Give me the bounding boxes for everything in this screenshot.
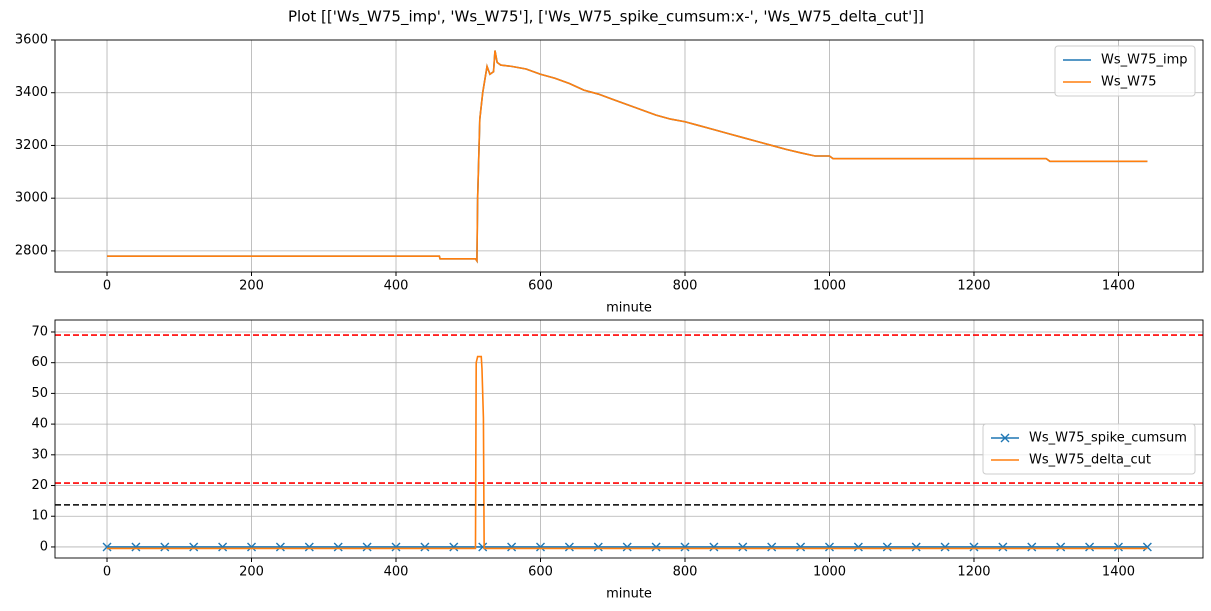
- series-marker: [449, 542, 459, 552]
- series-marker: [824, 542, 834, 552]
- axes-frame: [54, 39, 1204, 273]
- series-marker: [1056, 542, 1066, 552]
- x-axis-label: minute: [606, 587, 652, 602]
- x-tick-label: 1400: [1102, 565, 1135, 580]
- y-tick-label: 20: [31, 478, 48, 493]
- x-tick-label: 600: [528, 279, 553, 294]
- series-marker: [420, 542, 430, 552]
- series-marker: [275, 542, 285, 552]
- x-tick-label: 0: [103, 279, 111, 294]
- x-tick-label: 1200: [957, 279, 990, 294]
- legend-label: Ws_W75_delta_cut: [1029, 453, 1151, 468]
- x-tick-label: 1000: [813, 565, 846, 580]
- x-tick-label: 1400: [1102, 279, 1135, 294]
- series-marker: [478, 542, 488, 552]
- series-marker: [189, 542, 199, 552]
- series-marker: [1142, 542, 1152, 552]
- series-marker: [391, 542, 401, 552]
- series-marker: [796, 542, 806, 552]
- series-marker: [564, 542, 574, 552]
- legend-label: Ws_W75: [1101, 75, 1157, 90]
- y-tick-label: 50: [31, 386, 48, 401]
- x-tick-label: 600: [528, 565, 553, 580]
- series-marker: [536, 542, 545, 552]
- x-tick-label: 400: [384, 279, 409, 294]
- axes-frame: [54, 319, 1204, 559]
- series-marker: [593, 542, 603, 552]
- y-tick-label: 0: [40, 539, 48, 554]
- series-marker: [738, 542, 748, 552]
- series-marker: [940, 542, 950, 552]
- legend-label: Ws_W75_spike_cumsum: [1029, 431, 1187, 446]
- legend-marker: [1000, 433, 1010, 443]
- series-marker: [1085, 542, 1095, 552]
- y-tick-label: 30: [31, 447, 48, 462]
- x-tick-label: 400: [384, 565, 409, 580]
- series-marker: [102, 542, 112, 552]
- y-tick-label: 3000: [15, 191, 48, 206]
- x-tick-label: 200: [239, 565, 264, 580]
- series-marker: [218, 542, 228, 552]
- series-marker: [160, 542, 170, 552]
- x-tick-label: 200: [239, 279, 264, 294]
- series-marker: [680, 542, 690, 552]
- series-marker: [333, 542, 343, 552]
- figure-title: Plot [['Ws_W75_imp', 'Ws_W75'], ['Ws_W75…: [288, 8, 924, 27]
- x-tick-label: 800: [673, 565, 698, 580]
- x-tick-label: 1000: [813, 279, 846, 294]
- y-tick-label: 40: [31, 417, 48, 432]
- series-marker: [247, 542, 257, 552]
- y-tick-label: 70: [31, 324, 48, 339]
- x-tick-label: 1200: [957, 565, 990, 580]
- plot-area: [55, 40, 1203, 272]
- y-tick-label: 3600: [15, 33, 48, 48]
- series-marker: [1113, 542, 1123, 552]
- series-marker: [622, 542, 632, 552]
- series-marker: [304, 542, 314, 552]
- y-tick-label: 3400: [15, 85, 48, 100]
- x-tick-label: 0: [103, 565, 111, 580]
- series-marker: [709, 542, 719, 552]
- series-marker: [131, 542, 141, 552]
- series-line: [107, 50, 1148, 264]
- legend-label: Ws_W75_imp: [1101, 53, 1188, 68]
- series-marker: [651, 542, 661, 552]
- y-tick-label: 60: [31, 355, 48, 370]
- series-marker: [362, 542, 372, 552]
- x-axis-label: minute: [606, 301, 652, 316]
- x-tick-label: 800: [673, 279, 698, 294]
- y-tick-label: 2800: [15, 243, 48, 258]
- series-marker: [507, 542, 517, 552]
- y-tick-label: 3200: [15, 138, 48, 153]
- legend-box: [982, 423, 1196, 475]
- series-marker: [998, 542, 1008, 552]
- series-marker: [882, 542, 892, 552]
- series-marker: [853, 542, 863, 552]
- series-marker: [969, 542, 979, 552]
- series-marker: [911, 542, 921, 552]
- series-marker: [1027, 542, 1037, 552]
- series-marker: [767, 542, 777, 552]
- legend-box: [1054, 45, 1196, 97]
- y-tick-label: 10: [31, 509, 48, 524]
